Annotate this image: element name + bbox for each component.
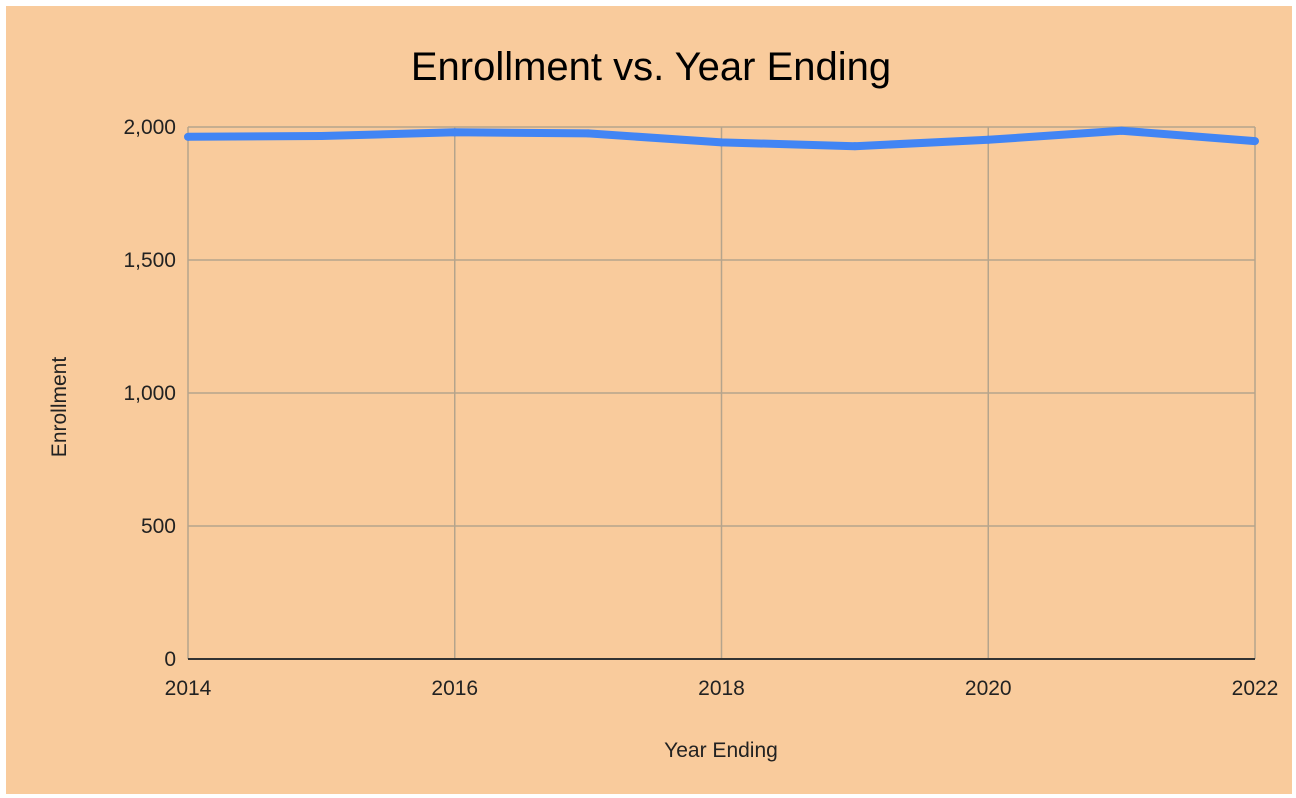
data-point xyxy=(984,135,993,144)
data-point xyxy=(450,128,459,137)
data-point xyxy=(184,132,192,141)
x-tick-label: 2020 xyxy=(965,677,1012,700)
y-tick-label: 1,000 xyxy=(123,382,176,405)
data-point xyxy=(317,132,326,141)
data-point xyxy=(850,142,859,151)
gridlines xyxy=(187,126,1256,659)
x-tick-label: 2014 xyxy=(165,677,212,700)
chart-title: Enrollment vs. Year Ending xyxy=(411,45,891,89)
x-tick-label: 2016 xyxy=(431,677,478,700)
data-point xyxy=(1251,137,1259,146)
y-tick-label: 1,500 xyxy=(123,249,176,272)
data-point xyxy=(584,129,593,138)
y-tick-label: 500 xyxy=(141,515,176,538)
data-point xyxy=(1117,126,1126,135)
axes: 0 500 1,000 1,500 2,000 2014 2016 2018 2020 2022 xyxy=(123,116,1278,700)
y-tick-label: 0 xyxy=(164,648,176,671)
y-tick-label: 2,000 xyxy=(123,116,176,139)
x-tick-label: 2022 xyxy=(1232,677,1279,700)
x-tick-label: 2018 xyxy=(698,677,745,700)
data-point xyxy=(717,138,726,147)
series-layer xyxy=(184,126,1259,151)
x-axis-title: Year Ending xyxy=(664,739,778,762)
y-axis-title: Enrollment xyxy=(48,357,71,458)
